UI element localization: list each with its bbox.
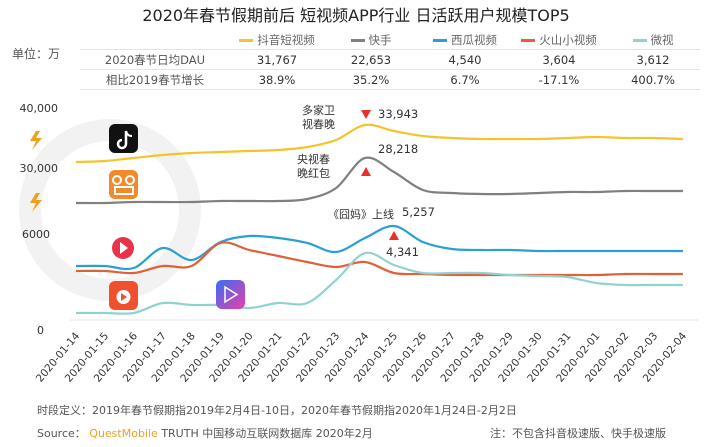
up-arrow-marker xyxy=(389,231,399,240)
weishi-app-icon xyxy=(216,280,245,309)
table-row-dau: 2020春节日均DAU 31,767 22,653 4,540 3,604 3,… xyxy=(80,49,700,70)
data-label: 28,218 xyxy=(378,142,418,156)
legend-kuaishou: 快手 xyxy=(324,30,418,50)
table-row-growth: 相比2019春节增长 38.9% 35.2% 6.7% -17.1% 400.7… xyxy=(80,69,700,90)
lightning-icon xyxy=(30,193,42,212)
legend-xigua: 西瓜视频 xyxy=(418,30,512,50)
series-line-3 xyxy=(75,241,683,277)
data-label: 33,943 xyxy=(378,107,418,121)
annotation-label: 晚红包 xyxy=(297,167,330,180)
footer-source: Source： QuestMobile TRUTH 中国移动互联网数据库 202… xyxy=(37,427,373,440)
line-chart: 40,000 30,000 6000 0 2020-01-142020-01-1… xyxy=(19,102,698,385)
legend-douyin: 抖音短视频 xyxy=(230,30,324,50)
annotation-label: 央视春 xyxy=(297,152,330,166)
footer-definition: 时段定义：2019年春节假期指2019年2月4日-10日，2020年春节假期指2… xyxy=(37,404,517,417)
data-label: 5,257 xyxy=(402,205,435,219)
y-tick-label: 40,000 xyxy=(20,102,59,115)
series-line-1 xyxy=(75,156,683,205)
y-tick-label: 0 xyxy=(37,324,44,337)
xigua-app-icon xyxy=(112,237,134,259)
series-line-2 xyxy=(75,224,683,271)
annotation-label: 视春晚 xyxy=(302,117,335,131)
kuaishou-app-icon xyxy=(109,170,138,199)
chart-title: 2020年春节假期前后 短视频APP行业 日活跃用户规模TOP5 xyxy=(142,6,570,25)
y-tick-label: 30,000 xyxy=(20,162,59,175)
series-line-0 xyxy=(75,123,683,164)
legend-weishi: 微视 xyxy=(606,30,700,50)
lightning-icon xyxy=(30,131,42,150)
series-line-4 xyxy=(76,251,683,315)
legend-huoshan: 火山小视频 xyxy=(512,30,606,50)
y-tick-label: 6000 xyxy=(22,228,50,241)
douyin-app-icon xyxy=(109,124,138,153)
unit-label: 单位：万 xyxy=(12,47,61,61)
huoshan-app-icon xyxy=(109,281,138,310)
annotation-label: 多家卫 xyxy=(302,103,335,117)
legend-table: 抖音短视频 快手 西瓜视频 火山小视频 微视 2020春节日均DAU 31,76… xyxy=(80,30,700,90)
up-arrow-marker xyxy=(361,167,371,176)
footer-note: 注：不包含抖音极速版、快手极速版 xyxy=(490,427,666,440)
questmobile-brand: QuestMobile xyxy=(89,427,158,440)
data-label: 4,341 xyxy=(386,245,419,259)
down-arrow-marker xyxy=(361,110,371,119)
annotation-label: 《囧妈》上线 xyxy=(328,207,394,221)
legend-row: 抖音短视频 快手 西瓜视频 火山小视频 微视 xyxy=(80,30,700,50)
